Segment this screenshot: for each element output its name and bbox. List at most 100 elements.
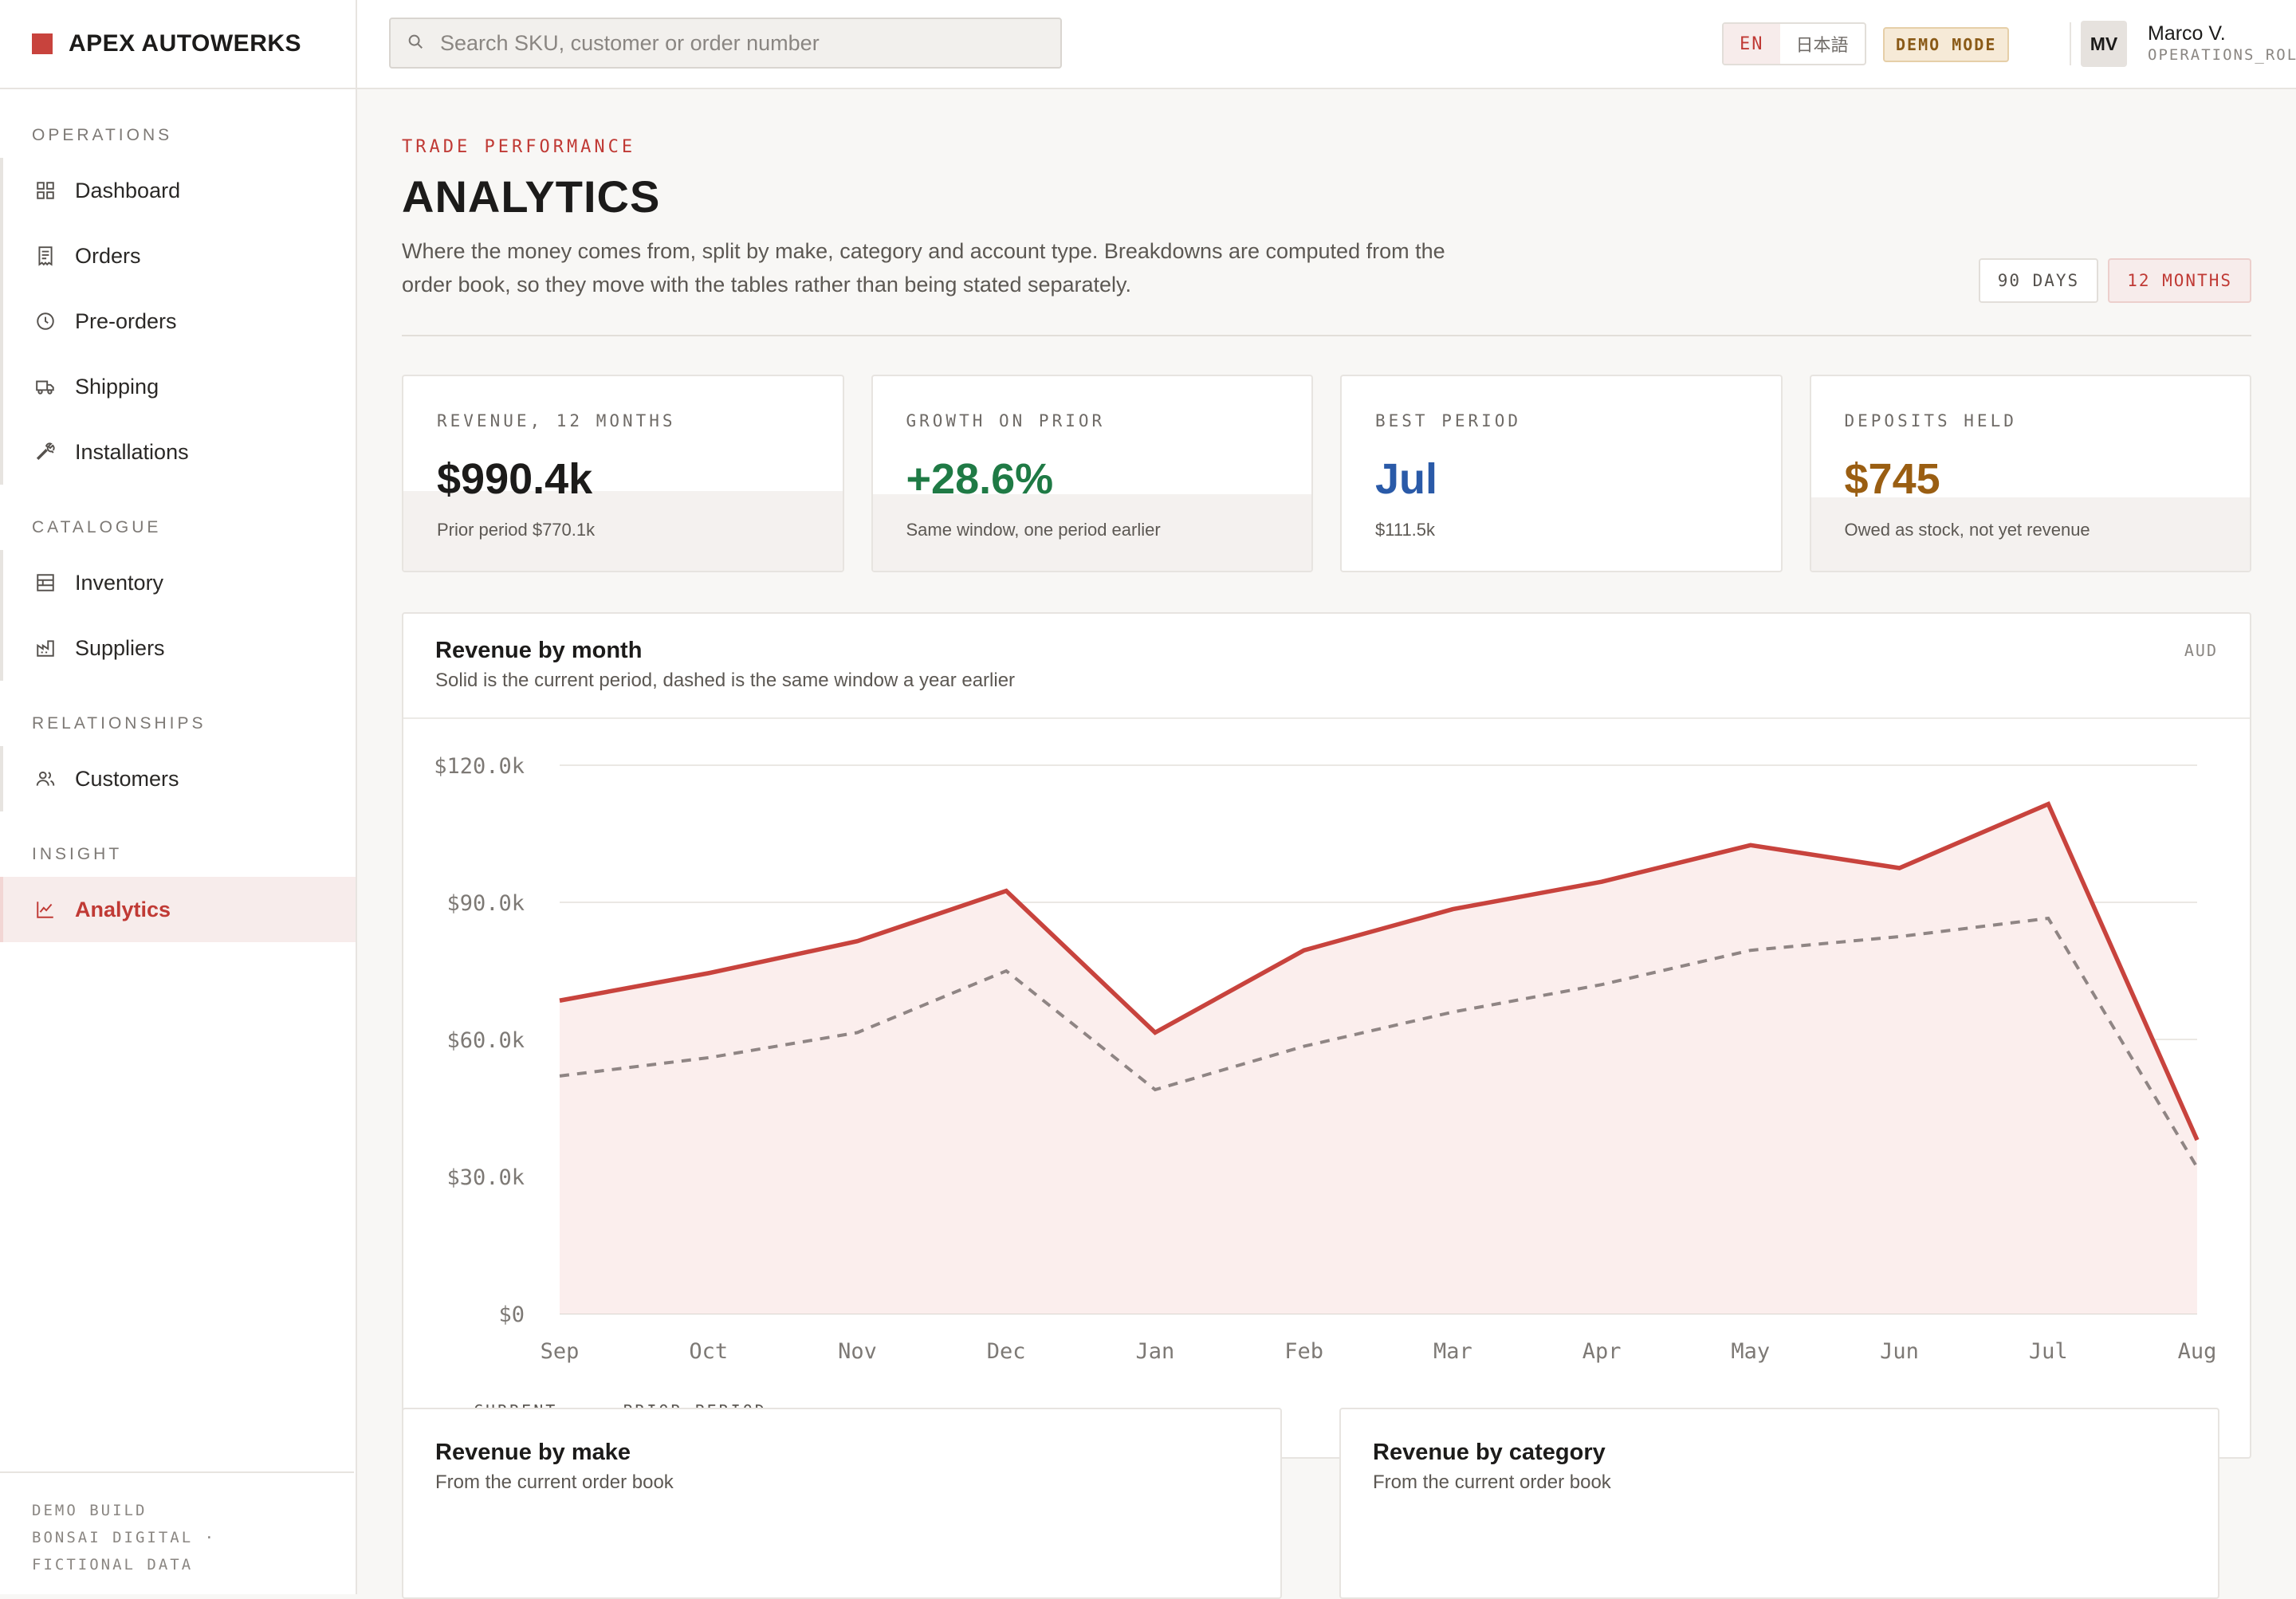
lang-option-ja[interactable]: 日本語 (1795, 35, 1849, 55)
kpi-card-revenue: REVENUE, 12 MONTHS $990.4k Prior period … (402, 375, 844, 572)
range-90-days-button[interactable]: 90 DAYS (1978, 258, 2099, 303)
y-tick-label: $120.0k (434, 754, 525, 779)
y-tick-label: $0 (498, 1302, 525, 1327)
sidebar-item-label: Orders (75, 243, 141, 268)
revenue-by-category-card: Revenue by category From the current ord… (1339, 1408, 2219, 1599)
kpi-shade (403, 491, 843, 571)
factory-icon (35, 638, 56, 658)
kpi-label: GROWTH ON PRIOR (906, 411, 1106, 430)
page-description: Where the money comes from, split by mak… (402, 239, 1445, 297)
y-tick-label: $60.0k (446, 1028, 525, 1053)
sidebar-item-label: Installations (75, 439, 189, 464)
nav-group-insight: Analytics (0, 877, 356, 942)
sidebar-item-analytics[interactable]: Analytics (0, 877, 356, 942)
sidebar-item-shipping[interactable]: Shipping (3, 354, 356, 419)
nav-group-relationships: Customers (0, 746, 356, 811)
x-tick-label: Nov (838, 1339, 877, 1364)
sidebar-item-label: Analytics (75, 897, 171, 921)
nav-section-catalogue: CATALOGUE (32, 518, 162, 536)
x-tick-label: Jan (1136, 1339, 1175, 1364)
user-role: OPERATIONS_ROLE (2148, 46, 2296, 64)
brand-logo-mark (32, 33, 53, 54)
sidebar-item-label: Suppliers (75, 635, 165, 660)
brand[interactable]: APEX AUTOWERKS (0, 0, 356, 89)
kpi-subtext: Owed as stock, not yet revenue (1844, 520, 2090, 540)
sidebar-item-inventory[interactable]: Inventory (3, 550, 356, 615)
range-12-months-button[interactable]: 12 MONTHS (2108, 258, 2251, 303)
sidebar-item-customers[interactable]: Customers (3, 746, 356, 811)
area-current (560, 803, 2197, 1314)
divider (2070, 22, 2071, 65)
y-tick-label: $90.0k (446, 891, 525, 916)
revenue-by-month-panel: Revenue by month Solid is the current pe… (402, 612, 2251, 1459)
nav-group-catalogue: Inventory Suppliers (0, 550, 356, 681)
range-selector: 90 DAYS 12 MONTHS (1978, 258, 2251, 303)
clock-icon (35, 311, 56, 332)
nav-section-operations: OPERATIONS (32, 126, 173, 144)
kpi-label: DEPOSITS HELD (1844, 411, 2017, 430)
sidebar-item-label: Shipping (75, 374, 159, 399)
sidebar-item-label: Dashboard (75, 178, 181, 202)
panel-title: Revenue by month (435, 638, 643, 663)
kpi-subtext: Same window, one period earlier (906, 520, 1161, 540)
divider (402, 335, 2251, 336)
x-tick-label: Feb (1284, 1339, 1323, 1364)
panel-header: Revenue by month Solid is the current pe… (403, 614, 2250, 719)
x-tick-label: Jun (1880, 1339, 1919, 1364)
language-switcher: EN 日本語 (1722, 22, 1866, 65)
card-title: Revenue by make (435, 1440, 631, 1465)
page-title: ANALYTICS (402, 171, 661, 222)
sidebar-item-label: Pre-orders (75, 308, 177, 333)
users-icon (35, 768, 56, 789)
kpi-shade (872, 494, 1311, 571)
kpi-value: Jul (1375, 455, 1438, 503)
sidebar-item-dashboard[interactable]: Dashboard (3, 158, 356, 223)
footer-credit: BONSAI DIGITAL · FICTIONAL DATA (32, 1529, 217, 1573)
sidebar-item-suppliers[interactable]: Suppliers (3, 615, 356, 681)
nav-group-operations: Dashboard Orders Pre-orders Shipping Ins… (0, 158, 356, 485)
sidebar-item-installations[interactable]: Installations (3, 419, 356, 485)
demo-mode-badge: DEMO MODE (1883, 27, 2010, 62)
kpi-value: $990.4k (437, 455, 593, 503)
card-subtitle: From the current order book (435, 1471, 674, 1493)
footer-build: DEMO BUILD (32, 1502, 147, 1519)
user-name[interactable]: Marco V. (2148, 22, 2226, 45)
grid-icon (35, 180, 56, 201)
sidebar-item-pre-orders[interactable]: Pre-orders (3, 289, 356, 354)
revenue-line-chart: $0 $30.0k $60.0k $90.0k $120.0k Sep Oct Nov Dec J… (434, 754, 2217, 1364)
search-icon (407, 33, 424, 54)
revenue-by-make-card: Revenue by make From the current order b… (402, 1408, 1282, 1599)
kpi-row: REVENUE, 12 MONTHS $990.4k Prior period … (402, 375, 2251, 572)
sidebar-item-label: Customers (75, 766, 179, 791)
kpi-card-growth: GROWTH ON PRIOR +28.6% Same window, one … (871, 375, 1313, 572)
kpi-label: BEST PERIOD (1375, 411, 1522, 430)
boxes-icon (35, 572, 56, 593)
panel-subtitle: Solid is the current period, dashed is t… (435, 670, 1016, 691)
card-title: Revenue by category (1373, 1440, 1606, 1465)
kpi-value: $745 (1844, 455, 1940, 503)
topbar: EN 日本語 DEMO MODE MV Marco V. OPERATIONS_… (357, 0, 2296, 89)
sidebar-item-label: Inventory (75, 570, 164, 595)
kpi-subtext: Prior period $770.1k (437, 520, 596, 540)
nav-section-relationships: RELATIONSHIPS (32, 714, 206, 733)
truck-icon (35, 376, 56, 397)
chart-line-icon (35, 899, 56, 920)
currency-unit: AUD (2184, 641, 2218, 660)
sidebar-footer: DEMO BUILD BONSAI DIGITAL · FICTIONAL DA… (0, 1471, 354, 1594)
lang-option-en[interactable]: EN (1724, 24, 1780, 64)
series-line-prior (559, 916, 2199, 1169)
x-tick-label: May (1731, 1339, 1770, 1364)
search-box[interactable] (389, 18, 1062, 69)
x-tick-label: Aug (2178, 1339, 2217, 1364)
series-line-current (559, 801, 2200, 1141)
sidebar-item-orders[interactable]: Orders (3, 223, 356, 289)
search-input[interactable] (438, 29, 1048, 57)
x-tick-label: Apr (1582, 1339, 1622, 1364)
avatar[interactable]: MV (2081, 21, 2127, 67)
sidebar: APEX AUTOWERKS OPERATIONS Dashboard Orde… (0, 0, 357, 1594)
kpi-subtext: $111.5k (1375, 520, 1436, 540)
x-tick-label: Oct (689, 1339, 728, 1364)
kpi-value: +28.6% (906, 455, 1054, 503)
kpi-card-best-period: BEST PERIOD Jul $111.5k (1340, 375, 1783, 572)
wrench-icon (35, 442, 56, 462)
